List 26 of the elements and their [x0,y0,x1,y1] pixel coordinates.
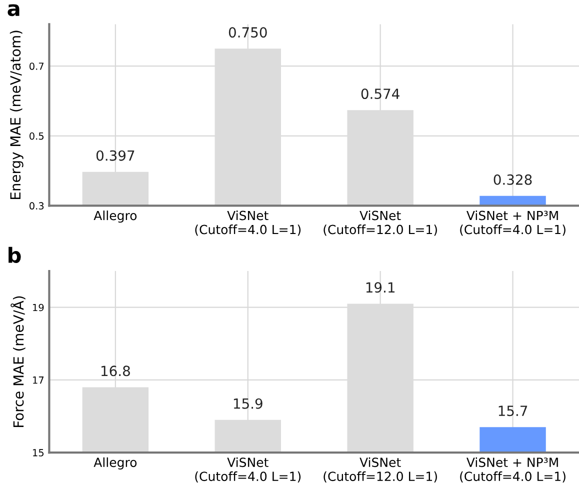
x-tick-label: ViSNet + NP³M (Cutoff=4.0 L=1) [460,457,566,483]
data-label: 16.8 [102,366,130,376]
x-tick-label: ViSNet (Cutoff=12.0 L=1) [324,457,437,483]
y-tick-label: 0.5 [30,132,44,140]
x-tick-label: Allegro [94,210,137,223]
y-axis-title: Energy MAE (meV/atom) [10,30,24,199]
chart-title: a [8,4,20,16]
y-tick-label: 0.3 [30,202,44,210]
y-tick-label: 17 [33,376,44,384]
data-label: 0.397 [96,150,134,161]
chart-title: b [8,246,21,264]
y-tick-label: 15 [33,449,44,456]
y-axis-title: Force MAE (meV/Å) [10,296,26,428]
y-tick-label: 0.7 [30,62,44,70]
data-label: 0.750 [228,27,267,38]
y-tick-label: 19 [33,304,44,312]
x-tick-label: ViSNet + NP³M (Cutoff=4.0 L=1) [460,210,566,236]
data-label: 15.9 [234,398,262,409]
data-label: 15.7 [498,406,528,416]
x-tick-label: Allegro [94,457,137,470]
data-label: 0.574 [361,88,400,100]
x-tick-label: ViSNet (Cutoff=4.0 L=1) [195,457,301,483]
data-label: 19.1 [366,282,395,293]
x-tick-label: ViSNet (Cutoff=4.0 L=1) [195,210,301,236]
data-label: 0.328 [494,174,532,185]
x-tick-label: ViSNet (Cutoff=12.0 L=1) [324,210,437,236]
